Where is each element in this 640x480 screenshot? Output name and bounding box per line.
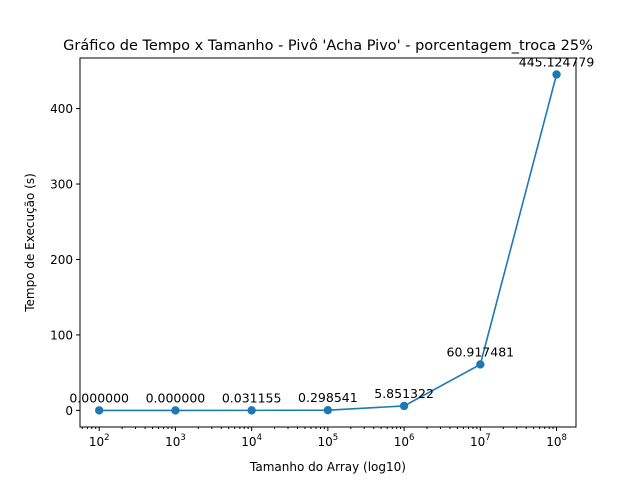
- data-point: [247, 406, 256, 415]
- x-tick-base: 10: [394, 435, 409, 449]
- x-tick-exponent: 6: [409, 433, 414, 443]
- x-tick-exponent: 8: [561, 433, 566, 443]
- y-tick-label: 0: [65, 404, 73, 418]
- data-point: [323, 405, 333, 415]
- x-tick-base: 10: [241, 435, 256, 449]
- chart-title: Gráfico de Tempo x Tamanho - Pivô 'Acha …: [63, 38, 593, 54]
- data-label: 0.298541: [298, 390, 358, 405]
- x-tick-label: 107: [470, 433, 491, 449]
- y-axis-ticks: 0 100 200 300 400: [50, 102, 80, 418]
- x-tick-label: 106: [394, 433, 415, 449]
- x-tick-exponent: 7: [485, 433, 490, 443]
- x-tick-exponent: 4: [257, 433, 262, 443]
- data-label: 5.851322: [374, 386, 434, 401]
- x-tick-label: 103: [165, 433, 186, 449]
- data-point: [171, 406, 180, 415]
- data-point: [399, 401, 409, 411]
- data-label: 0.000000: [146, 390, 206, 405]
- y-tick-label: 200: [50, 253, 73, 267]
- y-axis-label: Tempo de Execução (s): [23, 173, 37, 313]
- x-tick-base: 10: [89, 435, 104, 449]
- x-tick-label: 105: [318, 433, 339, 449]
- data-point: [552, 70, 561, 79]
- y-tick-label: 100: [50, 328, 73, 342]
- series-group: [94, 70, 561, 415]
- x-tick-base: 10: [165, 435, 180, 449]
- x-tick-base: 10: [546, 435, 561, 449]
- data-label: 60.917481: [447, 344, 515, 359]
- y-tick-label: 300: [50, 178, 73, 192]
- x-tick-base: 10: [470, 435, 485, 449]
- x-tick-exponent: 3: [180, 433, 185, 443]
- x-tick-label: 102: [89, 433, 110, 449]
- x-tick-exponent: 5: [333, 433, 338, 443]
- x-axis-ticks: 102 103 104 105 106 107 108: [81, 427, 567, 449]
- data-point: [476, 360, 485, 369]
- data-label: 445.124779: [519, 55, 595, 70]
- plot-area-frame: [79, 57, 577, 428]
- x-tick-label: 108: [546, 433, 567, 449]
- data-label: 0.031155: [222, 390, 282, 405]
- x-axis-label: Tamanho do Array (log10): [249, 460, 406, 474]
- x-tick-exponent: 2: [104, 433, 109, 443]
- y-tick-label: 400: [50, 102, 73, 116]
- x-tick-base: 10: [318, 435, 333, 449]
- series-line: [99, 74, 558, 412]
- x-tick-label: 104: [241, 433, 262, 449]
- data-label: 0.000000: [69, 390, 129, 405]
- data-point: [94, 406, 104, 415]
